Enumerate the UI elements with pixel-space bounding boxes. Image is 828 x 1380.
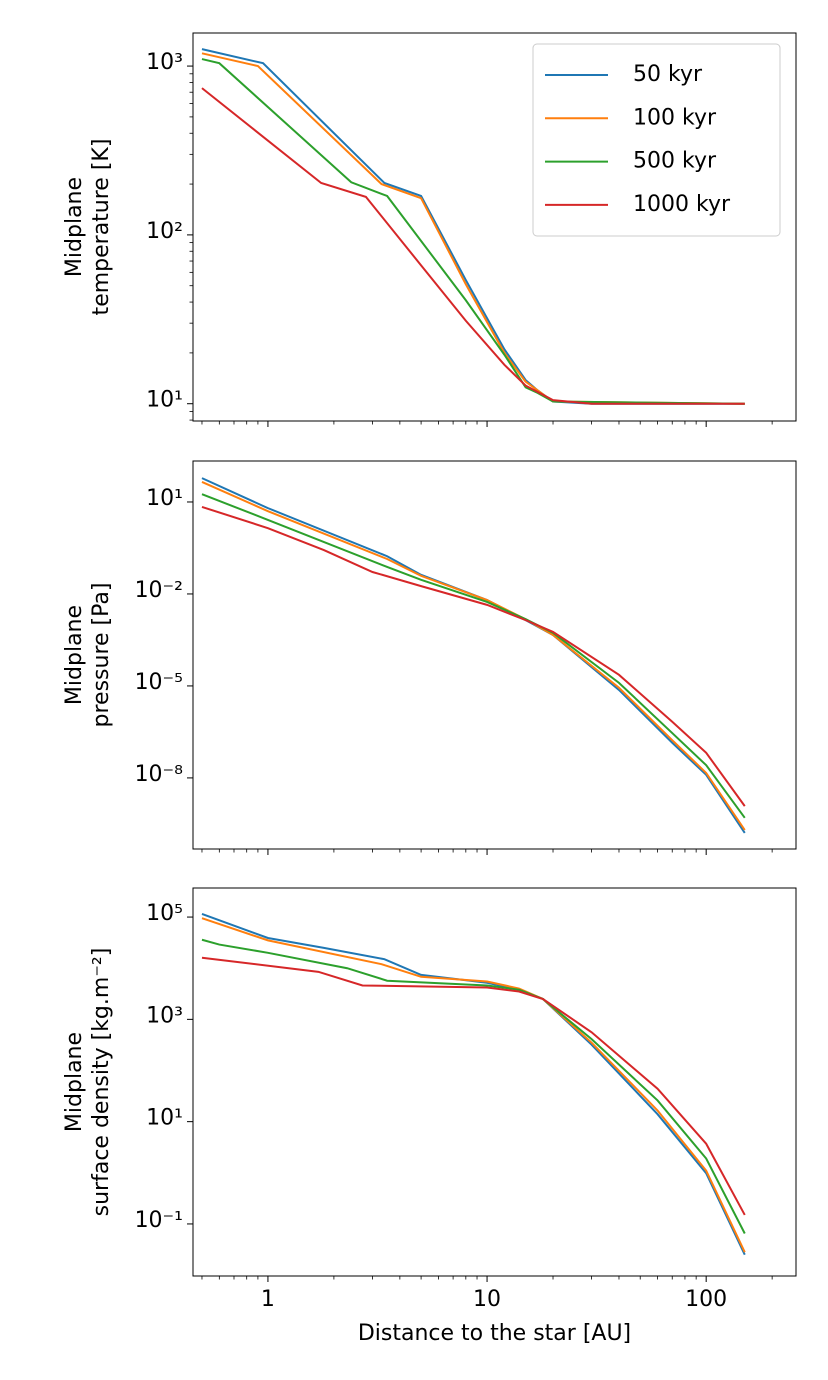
y-axis-label: temperature [K] (89, 139, 114, 316)
y-axis-label: surface density [kg.m⁻²] (89, 948, 114, 1217)
legend-label: 500 kyr (633, 149, 717, 174)
y-tick-label: 10² (146, 219, 183, 244)
plot-frame (192, 460, 797, 850)
legend-label: 100 kyr (633, 105, 717, 130)
series-line (201, 87, 745, 405)
series-line (201, 917, 746, 1253)
plot-frame (192, 32, 797, 422)
series-line (201, 505, 746, 807)
y-tick-label: 10⁻¹ (135, 1208, 183, 1233)
series-line (201, 58, 745, 405)
x-tick-label: 10 (473, 1287, 501, 1312)
x-tick-label: 100 (685, 1287, 727, 1312)
y-tick-label: 10⁻⁸ (135, 762, 184, 787)
legend-label: 1000 kyr (633, 192, 731, 217)
y-axis-label: pressure [Pa] (89, 583, 114, 728)
x-tick-label: 1 (261, 1287, 275, 1312)
series-line (201, 493, 746, 819)
y-tick-label: 10³ (146, 50, 183, 75)
x-axis-label: Distance to the star [AU] (358, 1321, 631, 1346)
y-axis-label: Midplane (62, 1032, 87, 1132)
legend-box (532, 43, 781, 237)
series-line (201, 938, 746, 1234)
y-axis-label: Midplane (62, 177, 87, 277)
y-axis-label: Midplane (62, 605, 87, 705)
y-tick-label: 10⁻² (135, 578, 183, 603)
y-tick-label: 10¹ (146, 388, 183, 413)
series-line (201, 913, 746, 1256)
plot-frame (192, 887, 797, 1277)
y-tick-label: 10⁵ (146, 901, 183, 926)
series-line (201, 477, 746, 834)
y-tick-label: 10¹ (146, 486, 183, 511)
legend-label: 50 kyr (633, 62, 703, 87)
y-tick-label: 10⁻⁵ (135, 670, 183, 695)
series-line (201, 956, 746, 1216)
y-tick-label: 10³ (146, 1003, 183, 1028)
y-tick-label: 10¹ (146, 1106, 183, 1131)
